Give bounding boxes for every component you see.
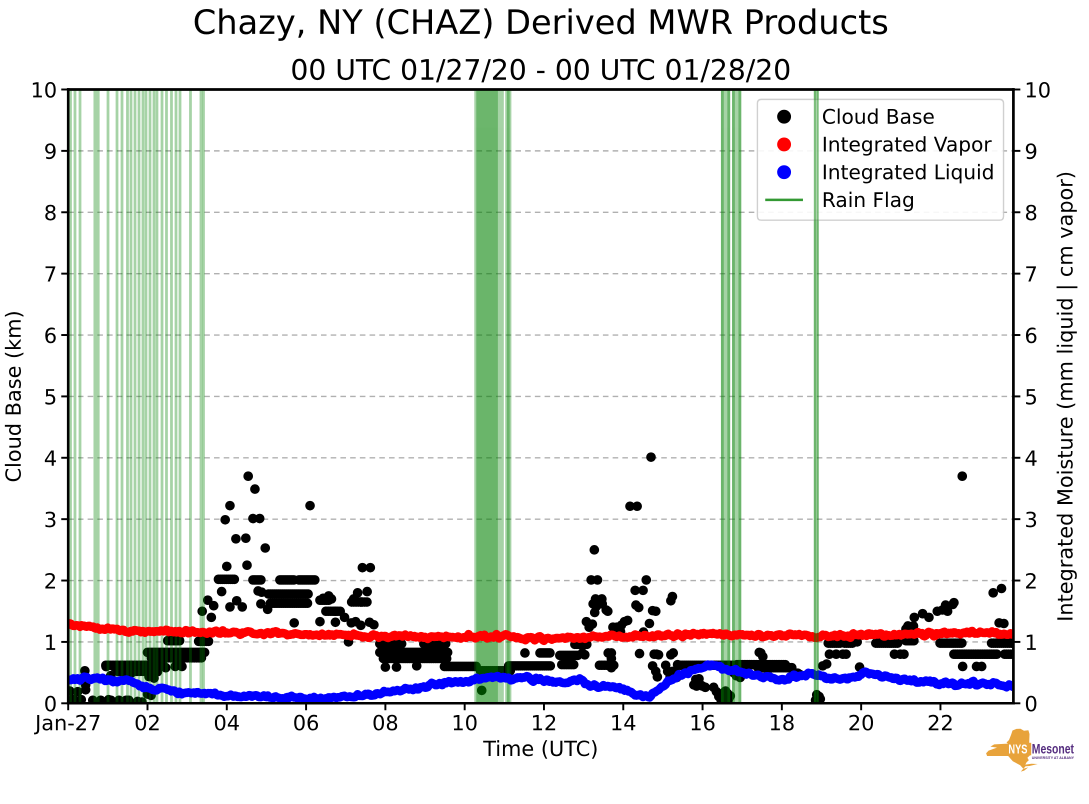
svg-text:Mesonet: Mesonet: [1032, 741, 1075, 756]
svg-text:UNIVERSITY AT ALBANY: UNIVERSITY AT ALBANY: [1032, 756, 1075, 760]
svg-text:NYS: NYS: [1008, 742, 1027, 757]
